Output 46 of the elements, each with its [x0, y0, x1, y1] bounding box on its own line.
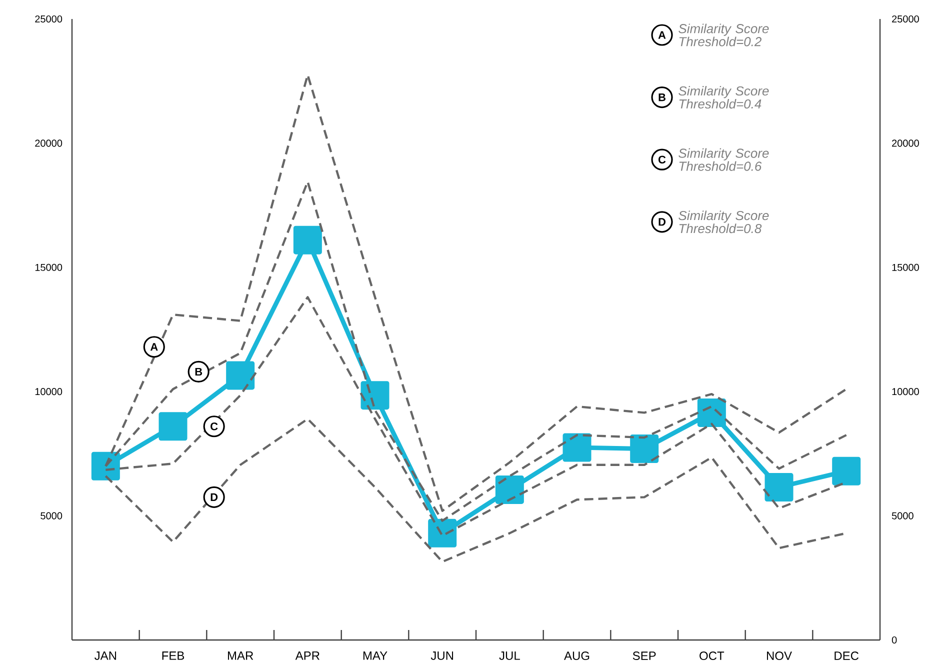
annotation: D: [658, 218, 666, 226]
x-tick-label: NOV: [766, 652, 792, 660]
annotation: C: [210, 422, 218, 430]
x-tick-label: JAN: [94, 652, 116, 660]
annotation: Similarity Score Threshold=0.8: [678, 210, 769, 234]
x-tick-label: FEB: [162, 652, 184, 660]
x-tick-label: APR: [295, 652, 320, 660]
x-tick-label: JUN: [430, 652, 454, 660]
annotation: D: [210, 493, 218, 501]
x-tick-label: AUG: [564, 652, 590, 660]
x-tick-label: MAY: [363, 652, 388, 660]
point: [360, 381, 390, 410]
y-tick-label: 20000: [35, 140, 62, 147]
point: [293, 226, 322, 254]
point: [697, 398, 726, 427]
annotation: C: [658, 156, 666, 164]
y2-tick-label: 15000: [892, 264, 919, 271]
point: [764, 472, 794, 502]
point: [158, 412, 188, 441]
y-tick-label: 5000: [40, 512, 62, 520]
point: [495, 475, 524, 504]
point: [630, 434, 659, 463]
y2-tick-label: 5000: [892, 512, 914, 520]
x-tick-label: OCT: [700, 652, 724, 660]
point: [226, 361, 255, 390]
annotation: Similarity Score Threshold=0.4: [678, 86, 769, 109]
y-tick-label: 15000: [35, 264, 62, 271]
x-tick-label: SEP: [632, 652, 656, 660]
annotation: A: [150, 343, 158, 351]
y2-tick-label: 25000: [892, 15, 919, 23]
y-tick-label: 25000: [35, 15, 62, 23]
y-tick-label: 10000: [35, 388, 62, 396]
point: [562, 433, 592, 462]
annotation: A: [658, 31, 666, 39]
annotation: Similarity Score Threshold=0.6: [678, 148, 769, 171]
y2-tick-label: 10000: [892, 388, 919, 396]
x-tick-label: MAR: [228, 652, 254, 660]
y2-tick-label: 20000: [892, 140, 919, 147]
y2-tick-label: 0: [892, 636, 897, 644]
x-tick-label: JUL: [499, 652, 520, 660]
point: [428, 518, 457, 548]
annotation: B: [658, 94, 666, 102]
point: [832, 456, 861, 486]
annotation: Similarity Score Threshold=0.2: [678, 24, 769, 46]
x-tick-label: DEC: [834, 652, 859, 660]
annotation: B: [195, 368, 202, 376]
